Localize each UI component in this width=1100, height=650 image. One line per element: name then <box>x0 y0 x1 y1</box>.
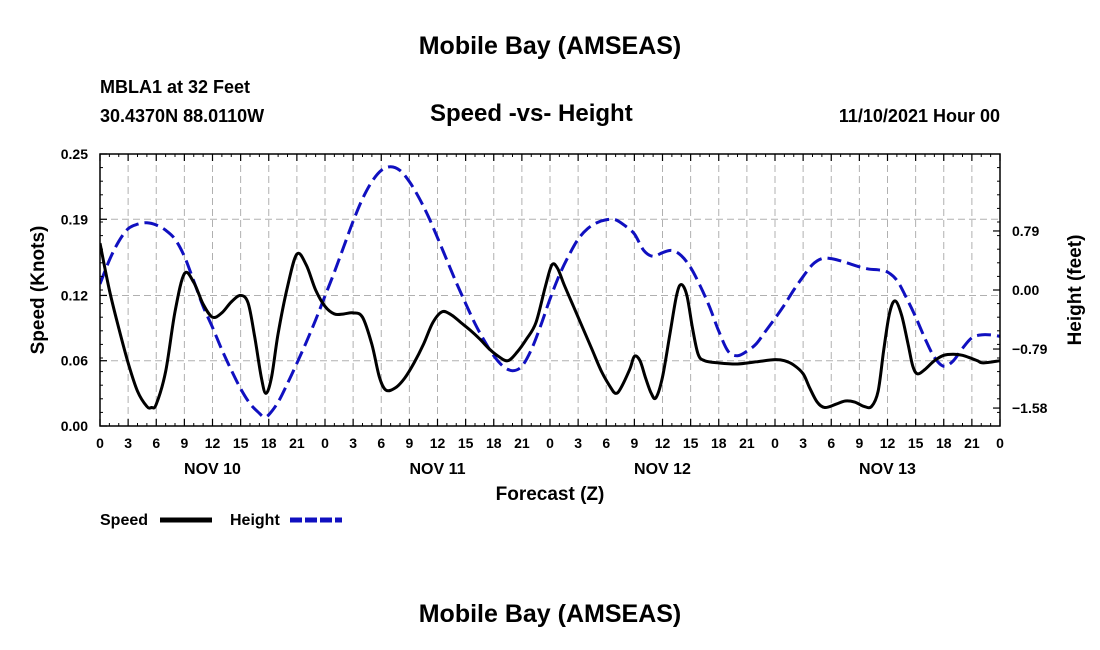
station-label: MBLA1 at 32 Feet <box>100 77 251 97</box>
x-axis-label: Forecast (Z) <box>496 484 605 505</box>
x-tick-label: 18 <box>261 435 277 451</box>
station-coordinates: 30.4370N 88.0110W <box>100 106 265 126</box>
x-tick-label: 21 <box>964 435 980 451</box>
model-run-label: 11/10/2021 Hour 00 <box>838 106 1000 126</box>
x-tick-label: 15 <box>908 435 924 451</box>
y2-axis-label: Height (feet) <box>1065 235 1086 346</box>
x-tick-label: 6 <box>602 435 610 451</box>
x-tick-label: 3 <box>349 435 357 451</box>
x-tick-label: 15 <box>233 435 249 451</box>
x-tick-label: 6 <box>377 435 385 451</box>
x-tick-label: 12 <box>655 435 671 451</box>
x-tick-label: 9 <box>405 435 413 451</box>
page-title: Mobile Bay (AMSEAS) <box>418 32 682 60</box>
legend-label-height: Height <box>230 512 280 529</box>
grid <box>100 154 1000 426</box>
x-tick-label: 0 <box>321 435 329 451</box>
series-layer <box>100 165 1000 419</box>
x-tick-label: 6 <box>827 435 835 451</box>
series-line-height <box>100 165 1000 419</box>
y2-tick-label: −0.79 <box>1012 341 1048 357</box>
tick-labels: 0 3 6 9 12 15 18 21 0 3 6 9 12 15 18 21 0 3 6 9 12 15 18 21 0 3 6 9… <box>61 146 1048 478</box>
legend: Speed Height <box>100 512 342 529</box>
x-tick-label: 12 <box>880 435 896 451</box>
x-tick-label: 21 <box>514 435 530 451</box>
y-tick-label: 0.06 <box>61 353 88 369</box>
x-day-label: NOV 11 <box>409 461 465 478</box>
x-day-label: NOV 12 <box>634 461 691 478</box>
footer-title: Mobile Bay (AMSEAS) <box>418 600 682 628</box>
x-tick-label: 15 <box>458 435 474 451</box>
y2-tick-label: 0.00 <box>1012 282 1039 298</box>
series-line-speed <box>100 242 1000 410</box>
ticks <box>99 153 1001 427</box>
x-tick-label: 9 <box>855 435 863 451</box>
x-tick-label: 18 <box>711 435 727 451</box>
x-tick-label: 9 <box>180 435 188 451</box>
x-tick-label: 0 <box>771 435 779 451</box>
x-tick-label: 21 <box>739 435 755 451</box>
y-tick-label: 0.12 <box>61 287 88 303</box>
x-tick-label: 18 <box>486 435 502 451</box>
chart-title: Speed -vs- Height <box>430 100 633 127</box>
x-tick-label: 12 <box>205 435 221 451</box>
legend-label-speed: Speed <box>100 512 148 529</box>
x-day-label: NOV 10 <box>184 461 241 478</box>
x-tick-label: 3 <box>124 435 132 451</box>
y-tick-label: 0.25 <box>61 146 88 162</box>
x-tick-label: 0 <box>996 435 1004 451</box>
y2-tick-label: 0.79 <box>1012 223 1039 239</box>
x-tick-label: 6 <box>152 435 160 451</box>
x-tick-label: 9 <box>630 435 638 451</box>
x-tick-label: 0 <box>546 435 554 451</box>
y-axis-label: Speed (Knots) <box>28 226 49 355</box>
y-tick-label: 0.19 <box>61 211 88 227</box>
x-day-label: NOV 13 <box>859 461 916 478</box>
x-tick-label: 0 <box>96 435 104 451</box>
x-tick-label: 12 <box>430 435 446 451</box>
x-tick-label: 18 <box>936 435 952 451</box>
x-tick-label: 15 <box>683 435 699 451</box>
y2-tick-label: −1.58 <box>1012 400 1048 416</box>
x-tick-label: 3 <box>574 435 582 451</box>
x-tick-label: 3 <box>799 435 807 451</box>
y-tick-label: 0.00 <box>61 418 88 434</box>
x-tick-label: 21 <box>289 435 305 451</box>
